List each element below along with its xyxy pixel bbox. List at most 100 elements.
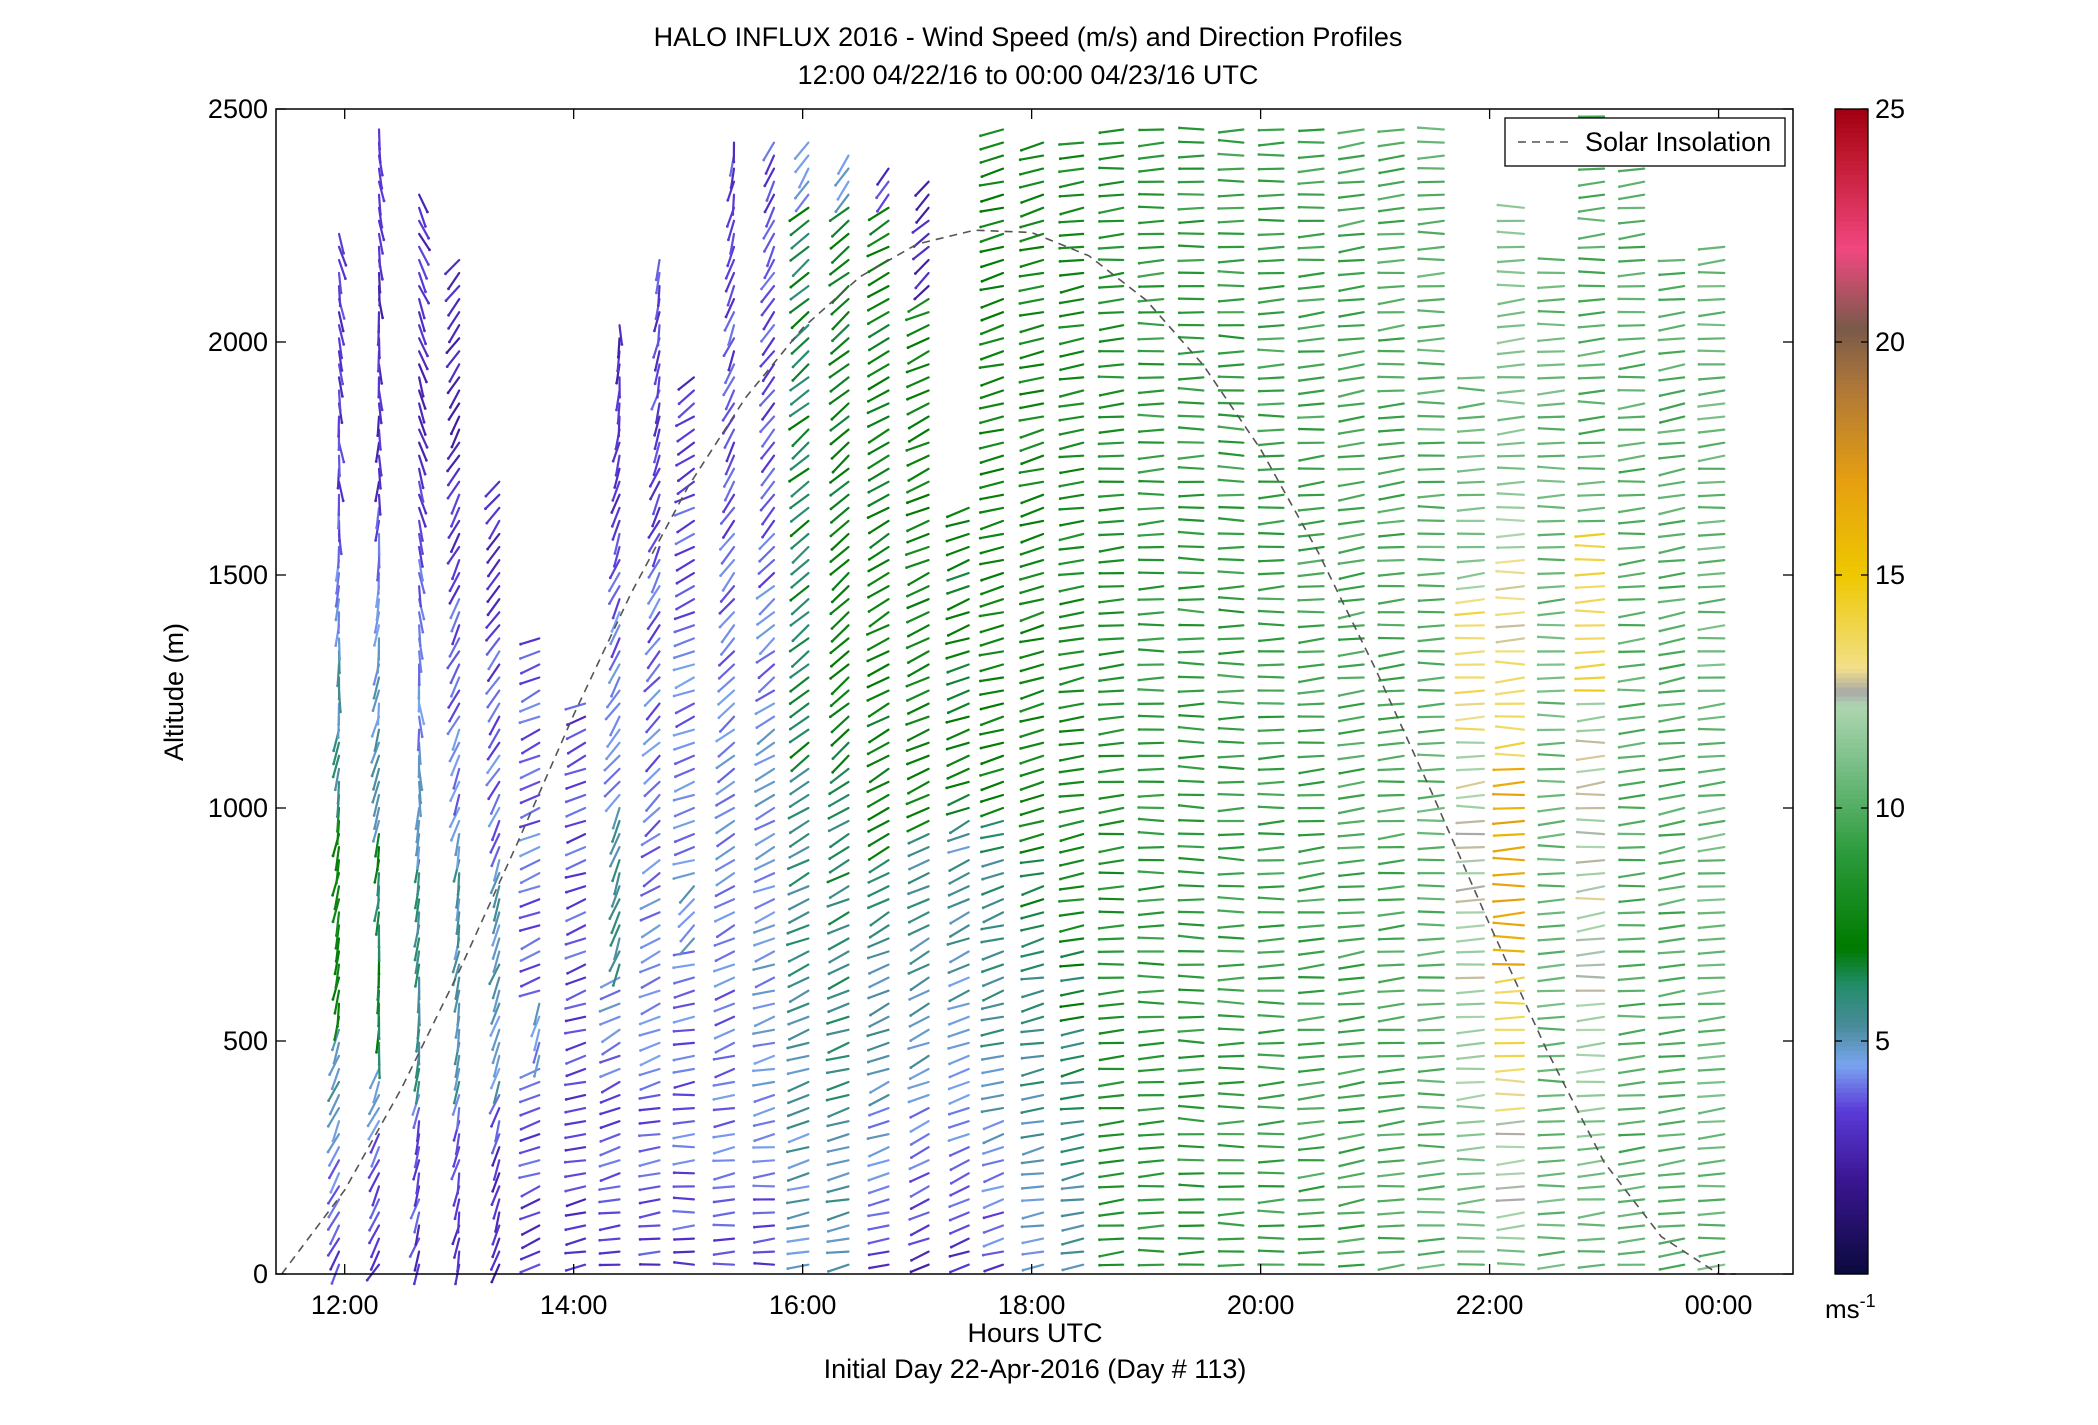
wind-barb — [1021, 1263, 1045, 1272]
wind-barb — [979, 232, 1005, 243]
wind-barb-tip — [425, 445, 429, 449]
wind-barb — [1137, 1198, 1165, 1202]
wind-barb-tip — [1020, 969, 1024, 973]
wind-barb-tip — [518, 916, 522, 920]
wind-barb-tip — [715, 766, 719, 770]
wind-barb-tip — [1297, 1019, 1301, 1022]
wind-barb — [1377, 506, 1405, 514]
wind-barb — [1178, 1104, 1205, 1110]
wind-barb — [492, 937, 501, 960]
wind-barb — [493, 1080, 501, 1104]
wind-barb — [638, 1237, 661, 1241]
wind-barb-tip — [906, 501, 909, 505]
wind-barb — [788, 911, 810, 924]
wind-barb — [653, 363, 661, 385]
wind-barb — [1058, 702, 1085, 710]
wind-barb-tip — [1098, 1254, 1102, 1258]
wind-barb-tip — [1257, 782, 1261, 786]
wind-barb-tip — [1257, 792, 1261, 796]
wind-barb-tip — [946, 737, 950, 741]
wind-barb-tip — [789, 675, 793, 679]
wind-barb — [613, 937, 621, 961]
wind-barb — [484, 480, 501, 498]
wind-barb — [1298, 1093, 1325, 1101]
wind-barb-tip — [490, 1203, 494, 1206]
wind-barb-tip — [416, 932, 419, 935]
wind-barb-tip — [1257, 523, 1261, 526]
wind-barb-tip — [1417, 810, 1420, 814]
wind-barb — [945, 519, 970, 528]
wind-barb-tip — [758, 585, 761, 589]
wind-barb — [418, 480, 425, 503]
wind-barb-tip — [786, 943, 789, 947]
wind-barb-tip — [1377, 1149, 1381, 1152]
wind-barb-tip — [519, 825, 522, 829]
wind-barb-tip — [830, 548, 834, 551]
wind-barb-tip — [416, 1010, 420, 1014]
wind-barb-tip — [454, 997, 458, 1000]
wind-barb — [1457, 1157, 1486, 1162]
wind-barb-tip — [717, 689, 721, 693]
wind-barb-tip — [1217, 1238, 1221, 1241]
wind-barb-tip — [564, 825, 568, 828]
wind-barb — [532, 1041, 541, 1064]
wind-barb — [491, 1041, 501, 1064]
wind-barb-tip — [1417, 194, 1421, 197]
wind-barb — [1018, 298, 1045, 305]
wind-barb — [947, 689, 970, 701]
wind-barb-tip — [867, 1228, 871, 1231]
wind-barb-tip — [672, 1058, 676, 1062]
wind-barb-tip — [721, 589, 725, 592]
wind-barb-tip — [1217, 178, 1221, 182]
wind-barb — [565, 1263, 587, 1272]
wind-barb-tip — [376, 906, 380, 910]
wind-barb-tip — [1337, 445, 1341, 449]
wind-barb-tip — [1337, 181, 1341, 185]
wind-barb-tip — [337, 513, 341, 517]
wind-barb — [1537, 1146, 1566, 1150]
wind-barb-tip — [1098, 1084, 1101, 1088]
wind-barb-tip — [647, 549, 651, 553]
wind-barb-tip — [652, 512, 655, 516]
wind-barb — [980, 1015, 1005, 1022]
wind-barb-tip — [1297, 899, 1300, 903]
wind-barb — [1338, 1172, 1365, 1180]
wind-barb — [1177, 258, 1205, 262]
wind-barb — [646, 663, 661, 682]
wind-barb-tip — [712, 1200, 716, 1204]
wind-barb-tip — [1098, 131, 1102, 135]
wind-barb-tip — [1217, 494, 1220, 497]
wind-barb-tip — [1178, 1252, 1182, 1256]
wind-barb-tip — [867, 945, 871, 949]
wind-barb — [752, 1080, 776, 1087]
wind-barb-tip — [1098, 301, 1101, 305]
wind-barb — [868, 859, 890, 874]
wind-barb — [1059, 311, 1085, 318]
wind-barb — [445, 337, 461, 354]
wind-barb-tip — [424, 511, 428, 515]
wind-barb — [377, 271, 382, 294]
wind-barb-tip — [1257, 443, 1261, 447]
wind-barb — [1258, 519, 1285, 526]
wind-barb — [1019, 558, 1045, 568]
wind-barb-tip — [729, 186, 733, 190]
wind-barb — [1456, 506, 1486, 512]
wind-barb-tip — [1377, 375, 1380, 379]
wind-barb-tip — [1377, 389, 1381, 393]
wind-barb-tip — [1495, 1145, 1499, 1148]
wind-barb-tip — [1377, 1019, 1381, 1023]
wind-barb — [1218, 1080, 1245, 1085]
wind-barb-tip — [1019, 552, 1023, 556]
wind-barb-tip — [1455, 860, 1459, 864]
wind-barb — [491, 1146, 501, 1167]
wind-barb — [611, 519, 621, 541]
wind-barb-tip — [908, 1167, 912, 1171]
wind-barb — [1258, 311, 1285, 316]
wind-barb-tip — [1257, 312, 1261, 316]
wind-barb-tip — [610, 511, 614, 514]
wind-barb-tip — [453, 1217, 457, 1221]
wind-barb-tip — [488, 536, 492, 540]
wind-barb — [866, 506, 890, 519]
wind-barb-tip — [1337, 1043, 1341, 1047]
wind-barb — [520, 728, 541, 741]
